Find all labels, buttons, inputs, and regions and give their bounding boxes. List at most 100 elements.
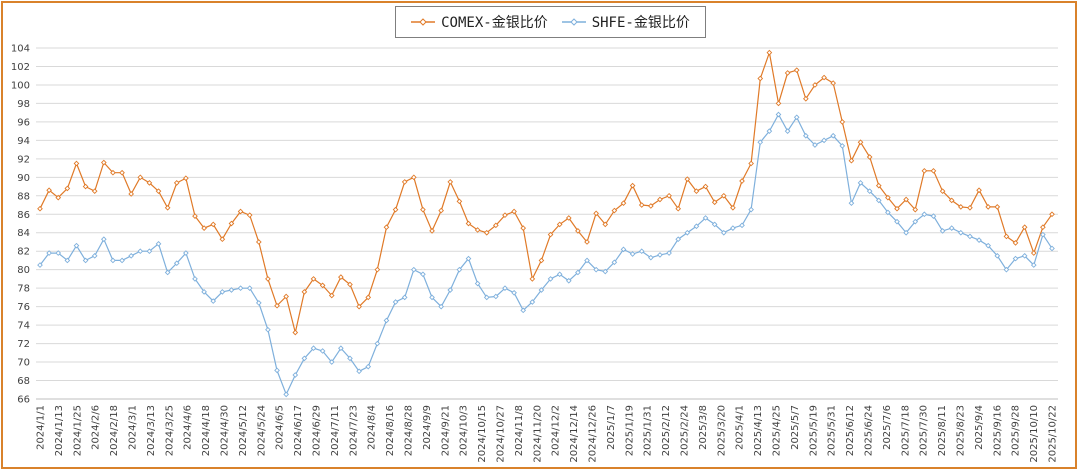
data-point bbox=[137, 248, 144, 255]
data-point bbox=[830, 132, 837, 139]
x-tick-label: 2024/1/25 bbox=[72, 405, 83, 456]
x-tick-label: 2025/5/7 bbox=[790, 405, 801, 450]
data-point bbox=[520, 307, 527, 314]
x-tick-label: 2025/3/8 bbox=[698, 405, 709, 450]
data-point bbox=[985, 204, 992, 210]
x-tick-label: 2025/9/28 bbox=[1011, 405, 1022, 456]
series-group bbox=[37, 49, 1055, 398]
data-point bbox=[803, 95, 809, 102]
data-point bbox=[693, 223, 700, 230]
data-point bbox=[821, 137, 827, 144]
data-point bbox=[994, 252, 1001, 259]
data-point bbox=[374, 340, 381, 347]
data-point bbox=[328, 359, 335, 365]
data-point bbox=[283, 391, 289, 398]
data-point bbox=[848, 157, 855, 164]
x-tick-label: 2024/9/21 bbox=[440, 405, 451, 456]
data-point bbox=[237, 285, 244, 291]
data-point bbox=[255, 300, 262, 306]
data-point bbox=[538, 287, 545, 293]
data-point bbox=[967, 233, 973, 240]
data-point bbox=[265, 326, 271, 333]
data-point bbox=[720, 229, 727, 236]
legend-item-comex: COMEX-金银比价 bbox=[411, 12, 548, 32]
data-point bbox=[420, 271, 426, 278]
data-point bbox=[775, 100, 782, 107]
legend-label-shfe: SHFE-金银比价 bbox=[591, 15, 690, 31]
data-point bbox=[784, 70, 791, 76]
x-tick-label: 2025/9/16 bbox=[992, 405, 1003, 456]
data-point bbox=[547, 231, 554, 238]
x-tick-label: 2024/8/4 bbox=[367, 405, 378, 450]
data-point bbox=[875, 182, 882, 189]
y-tick-label: 88 bbox=[17, 191, 30, 202]
data-point bbox=[1012, 240, 1019, 246]
data-point bbox=[693, 188, 700, 195]
x-tick-label: 2025/4/13 bbox=[753, 405, 764, 456]
legend: COMEX-金银比价 SHFE-金银比价 bbox=[395, 6, 706, 38]
y-tick-label: 102 bbox=[11, 62, 30, 73]
y-tick-label: 78 bbox=[17, 284, 30, 295]
data-point bbox=[265, 276, 271, 282]
data-point bbox=[55, 194, 62, 201]
y-tick-label: 90 bbox=[17, 173, 30, 184]
data-point bbox=[319, 348, 326, 354]
data-point bbox=[748, 160, 754, 167]
x-tick-label: 2025/8/11 bbox=[937, 405, 948, 456]
data-point bbox=[957, 204, 964, 210]
data-point bbox=[939, 228, 946, 234]
data-point bbox=[82, 183, 89, 190]
data-point bbox=[164, 269, 171, 276]
data-point bbox=[793, 67, 800, 74]
data-point bbox=[429, 228, 435, 234]
x-tick-label: 2024/10/15 bbox=[477, 405, 488, 463]
data-point bbox=[37, 205, 43, 212]
data-point bbox=[976, 187, 982, 194]
data-point bbox=[483, 294, 490, 301]
x-tick-label: 2024/4/18 bbox=[201, 405, 212, 456]
x-tick-label: 2024/8/28 bbox=[404, 405, 415, 456]
data-point bbox=[310, 276, 317, 282]
data-point bbox=[110, 257, 116, 264]
data-point bbox=[556, 271, 563, 278]
data-point bbox=[192, 213, 198, 219]
data-point bbox=[438, 303, 444, 310]
x-tick-label: 2024/10/27 bbox=[496, 405, 507, 463]
x-tick-label: 2024/11/20 bbox=[532, 405, 543, 463]
data-point bbox=[292, 329, 299, 336]
data-point bbox=[347, 355, 353, 362]
data-point bbox=[119, 169, 125, 176]
x-tick-label: 2024/5/12 bbox=[238, 405, 249, 456]
y-tick-label: 82 bbox=[17, 247, 30, 258]
data-point bbox=[666, 250, 672, 256]
data-point bbox=[274, 302, 280, 309]
data-point bbox=[183, 250, 189, 256]
data-point bbox=[228, 287, 235, 293]
data-point bbox=[465, 220, 472, 227]
data-point bbox=[912, 206, 919, 213]
y-tick-label: 68 bbox=[17, 376, 30, 387]
data-point bbox=[456, 198, 463, 205]
data-point bbox=[1049, 211, 1055, 218]
data-point bbox=[529, 276, 536, 282]
data-point bbox=[255, 239, 262, 245]
x-tick-label: 2025/10/10 bbox=[1029, 405, 1040, 463]
data-point bbox=[629, 182, 636, 189]
data-point bbox=[237, 208, 244, 215]
data-point bbox=[620, 200, 627, 207]
x-tick-label: 2025/6/12 bbox=[845, 405, 856, 456]
x-tick-label: 2024/3/25 bbox=[164, 405, 175, 456]
data-point bbox=[55, 250, 62, 256]
data-point bbox=[657, 252, 663, 258]
comex-legend-marker-icon bbox=[411, 18, 436, 26]
y-tick-label: 74 bbox=[17, 321, 30, 332]
x-tick-label: 2024/12/14 bbox=[569, 405, 580, 463]
data-point bbox=[410, 174, 417, 181]
x-tick-label: 2024/12/2 bbox=[551, 405, 562, 456]
data-point bbox=[511, 208, 517, 215]
data-point bbox=[201, 225, 207, 231]
data-point bbox=[930, 213, 937, 219]
x-tick-label: 2024/1/1 bbox=[36, 405, 47, 450]
data-point bbox=[593, 266, 599, 273]
